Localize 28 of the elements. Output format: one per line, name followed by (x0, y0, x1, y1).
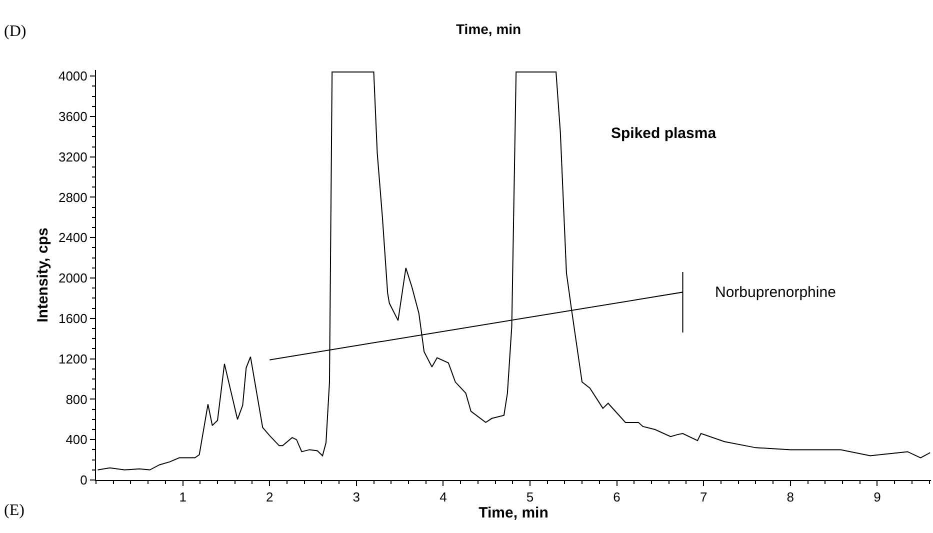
x-tick-label: 7 (700, 490, 708, 505)
x-tick-label: 8 (786, 490, 794, 505)
y-tick-label: 1200 (58, 351, 88, 366)
annotation: Spiked plasma (611, 125, 717, 142)
y-tick-label: 400 (66, 432, 88, 448)
text: (D) (4, 23, 26, 40)
text: Time, min (456, 21, 522, 37)
x-tick-label: 9 (874, 490, 881, 505)
x-tick-label: 2 (266, 490, 274, 505)
y-tick-label: 0 (80, 472, 88, 488)
y-tick-label: 800 (66, 392, 88, 407)
x-tick-label: 3 (352, 490, 360, 505)
x-tick-label: 5 (526, 490, 534, 505)
text: (E) (4, 502, 24, 519)
x-axis-title: Time, min (478, 504, 548, 522)
y-axis-title: Intensity, cps (34, 228, 52, 322)
y-tick-label: 3600 (58, 109, 88, 124)
line-series (269, 271, 684, 360)
y-tick-label: 1600 (58, 310, 88, 326)
y-tick-label: 2400 (58, 230, 88, 246)
y-tick-label: 3200 (58, 149, 88, 164)
y-tick-label: 4000 (58, 68, 88, 84)
x-tick-label: 1 (179, 490, 186, 505)
y-tick-label: 2000 (58, 270, 88, 286)
annotation: Norbuprenorphine (715, 284, 836, 301)
y-tick-label: 2800 (58, 190, 88, 205)
x-tick-label: 6 (613, 490, 620, 505)
x-tick-label: 4 (440, 490, 447, 505)
